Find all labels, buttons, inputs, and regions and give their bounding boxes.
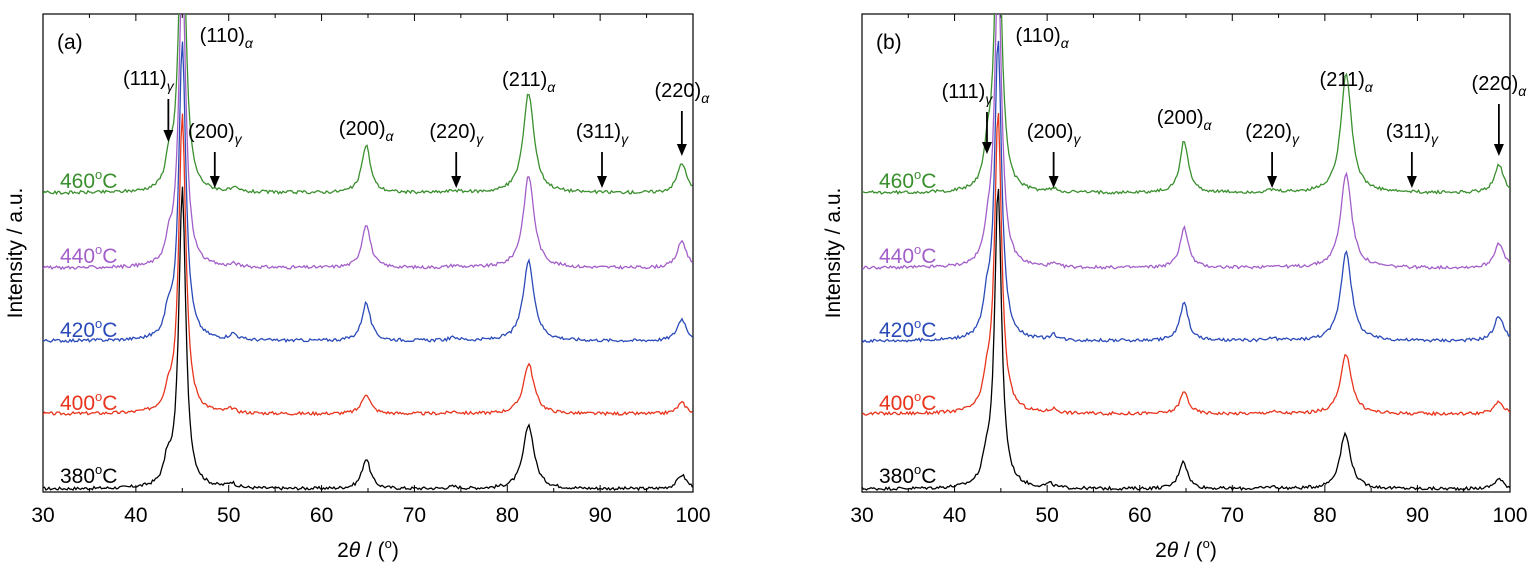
peak-annotation: (220)α — [1472, 73, 1528, 99]
peak-annotation: (200)γ — [188, 121, 243, 147]
series-label: 420oC — [879, 316, 936, 342]
trace-440C — [43, 14, 693, 271]
arrow-head-icon — [676, 144, 687, 156]
peak-annotation: (311)γ — [1386, 121, 1439, 147]
x-tick-label: 40 — [943, 504, 966, 527]
x-tick-label: 50 — [1035, 504, 1058, 527]
series-label: 460oC — [879, 167, 936, 193]
peak-annotation: (311)γ — [576, 121, 629, 147]
arrow-head-icon — [597, 176, 607, 188]
series-label: 440oC — [60, 242, 117, 268]
x-tick-label: 70 — [1221, 504, 1244, 527]
arrow-head-icon — [1493, 144, 1504, 156]
series-label: 400oC — [879, 389, 936, 415]
trace-400C — [43, 113, 693, 417]
series-label: 380oC — [879, 462, 936, 488]
peak-annotation: (200)γ — [1027, 121, 1082, 147]
x-tick-label: 100 — [1492, 504, 1527, 527]
trace-420C — [862, 40, 1510, 344]
peak-annotation: (220)γ — [429, 121, 484, 147]
series-label: 420oC — [60, 316, 117, 342]
arrow-head-icon — [1048, 176, 1059, 188]
y-axis-label: Intensity / a.u. — [4, 188, 27, 319]
x-tick-label: 100 — [675, 504, 710, 527]
peak-annotation: (111)γ — [942, 81, 994, 107]
peak-annotation: (211)α — [502, 69, 556, 95]
panel-b: 30 40 50 60 70 80 90 100 2θ / (o) Intensity / a.u… — [822, 13, 1528, 562]
series-label: 440oC — [879, 242, 936, 268]
trace-400C — [862, 112, 1510, 417]
trace-380C — [862, 188, 1510, 492]
peak-annotation: (200)α — [339, 118, 395, 144]
x-axis-label: 2θ / (o) — [1155, 536, 1217, 562]
arrow-head-icon — [163, 130, 174, 142]
peak-annotation: (220)α — [655, 80, 711, 106]
arrow-head-icon — [451, 176, 462, 188]
panel-label: (a) — [57, 31, 83, 54]
trace-420C — [43, 41, 693, 344]
x-tick-label: 30 — [31, 504, 54, 527]
peak-annotation: (111)γ — [123, 68, 175, 94]
x-tick-label: 80 — [1313, 504, 1336, 527]
x-tick-label: 60 — [310, 504, 333, 527]
trace-380C — [43, 186, 693, 492]
peak-annotation: (200)α — [1157, 107, 1213, 133]
peak-annotation: (220)γ — [1245, 121, 1300, 147]
x-tick-label: 90 — [588, 504, 611, 527]
x-tick-label: 90 — [1406, 504, 1429, 527]
x-tick-label: 30 — [850, 504, 873, 527]
trace-460C — [862, 14, 1510, 196]
x-tick-label: 70 — [403, 504, 426, 527]
series-label: 380oC — [60, 462, 117, 488]
series-label: 400oC — [60, 389, 117, 415]
series-label: 460oC — [60, 167, 117, 193]
panel-a: 30 40 50 60 70 80 90 100 2θ / (o) Intensity / a.u… — [4, 13, 711, 562]
peak-annotation: (110)α — [1015, 25, 1069, 51]
arrow-head-icon — [209, 176, 220, 188]
panel-label: (b) — [876, 31, 902, 54]
arrow-head-icon — [1267, 176, 1278, 188]
y-axis-label: Intensity / a.u. — [822, 188, 845, 319]
x-tick-label: 40 — [124, 504, 147, 527]
trace-460C — [43, 14, 693, 196]
x-tick-label: 50 — [217, 504, 240, 527]
x-axis-label: 2θ / (o) — [337, 536, 399, 562]
arrow-head-icon — [1406, 176, 1417, 188]
trace-440C — [862, 14, 1510, 270]
x-tick-label: 60 — [1128, 504, 1151, 527]
peak-annotation: (211)α — [1320, 69, 1374, 95]
arrow-head-icon — [981, 142, 992, 154]
peak-annotation: (110)α — [200, 25, 254, 51]
x-tick-label: 80 — [496, 504, 519, 527]
